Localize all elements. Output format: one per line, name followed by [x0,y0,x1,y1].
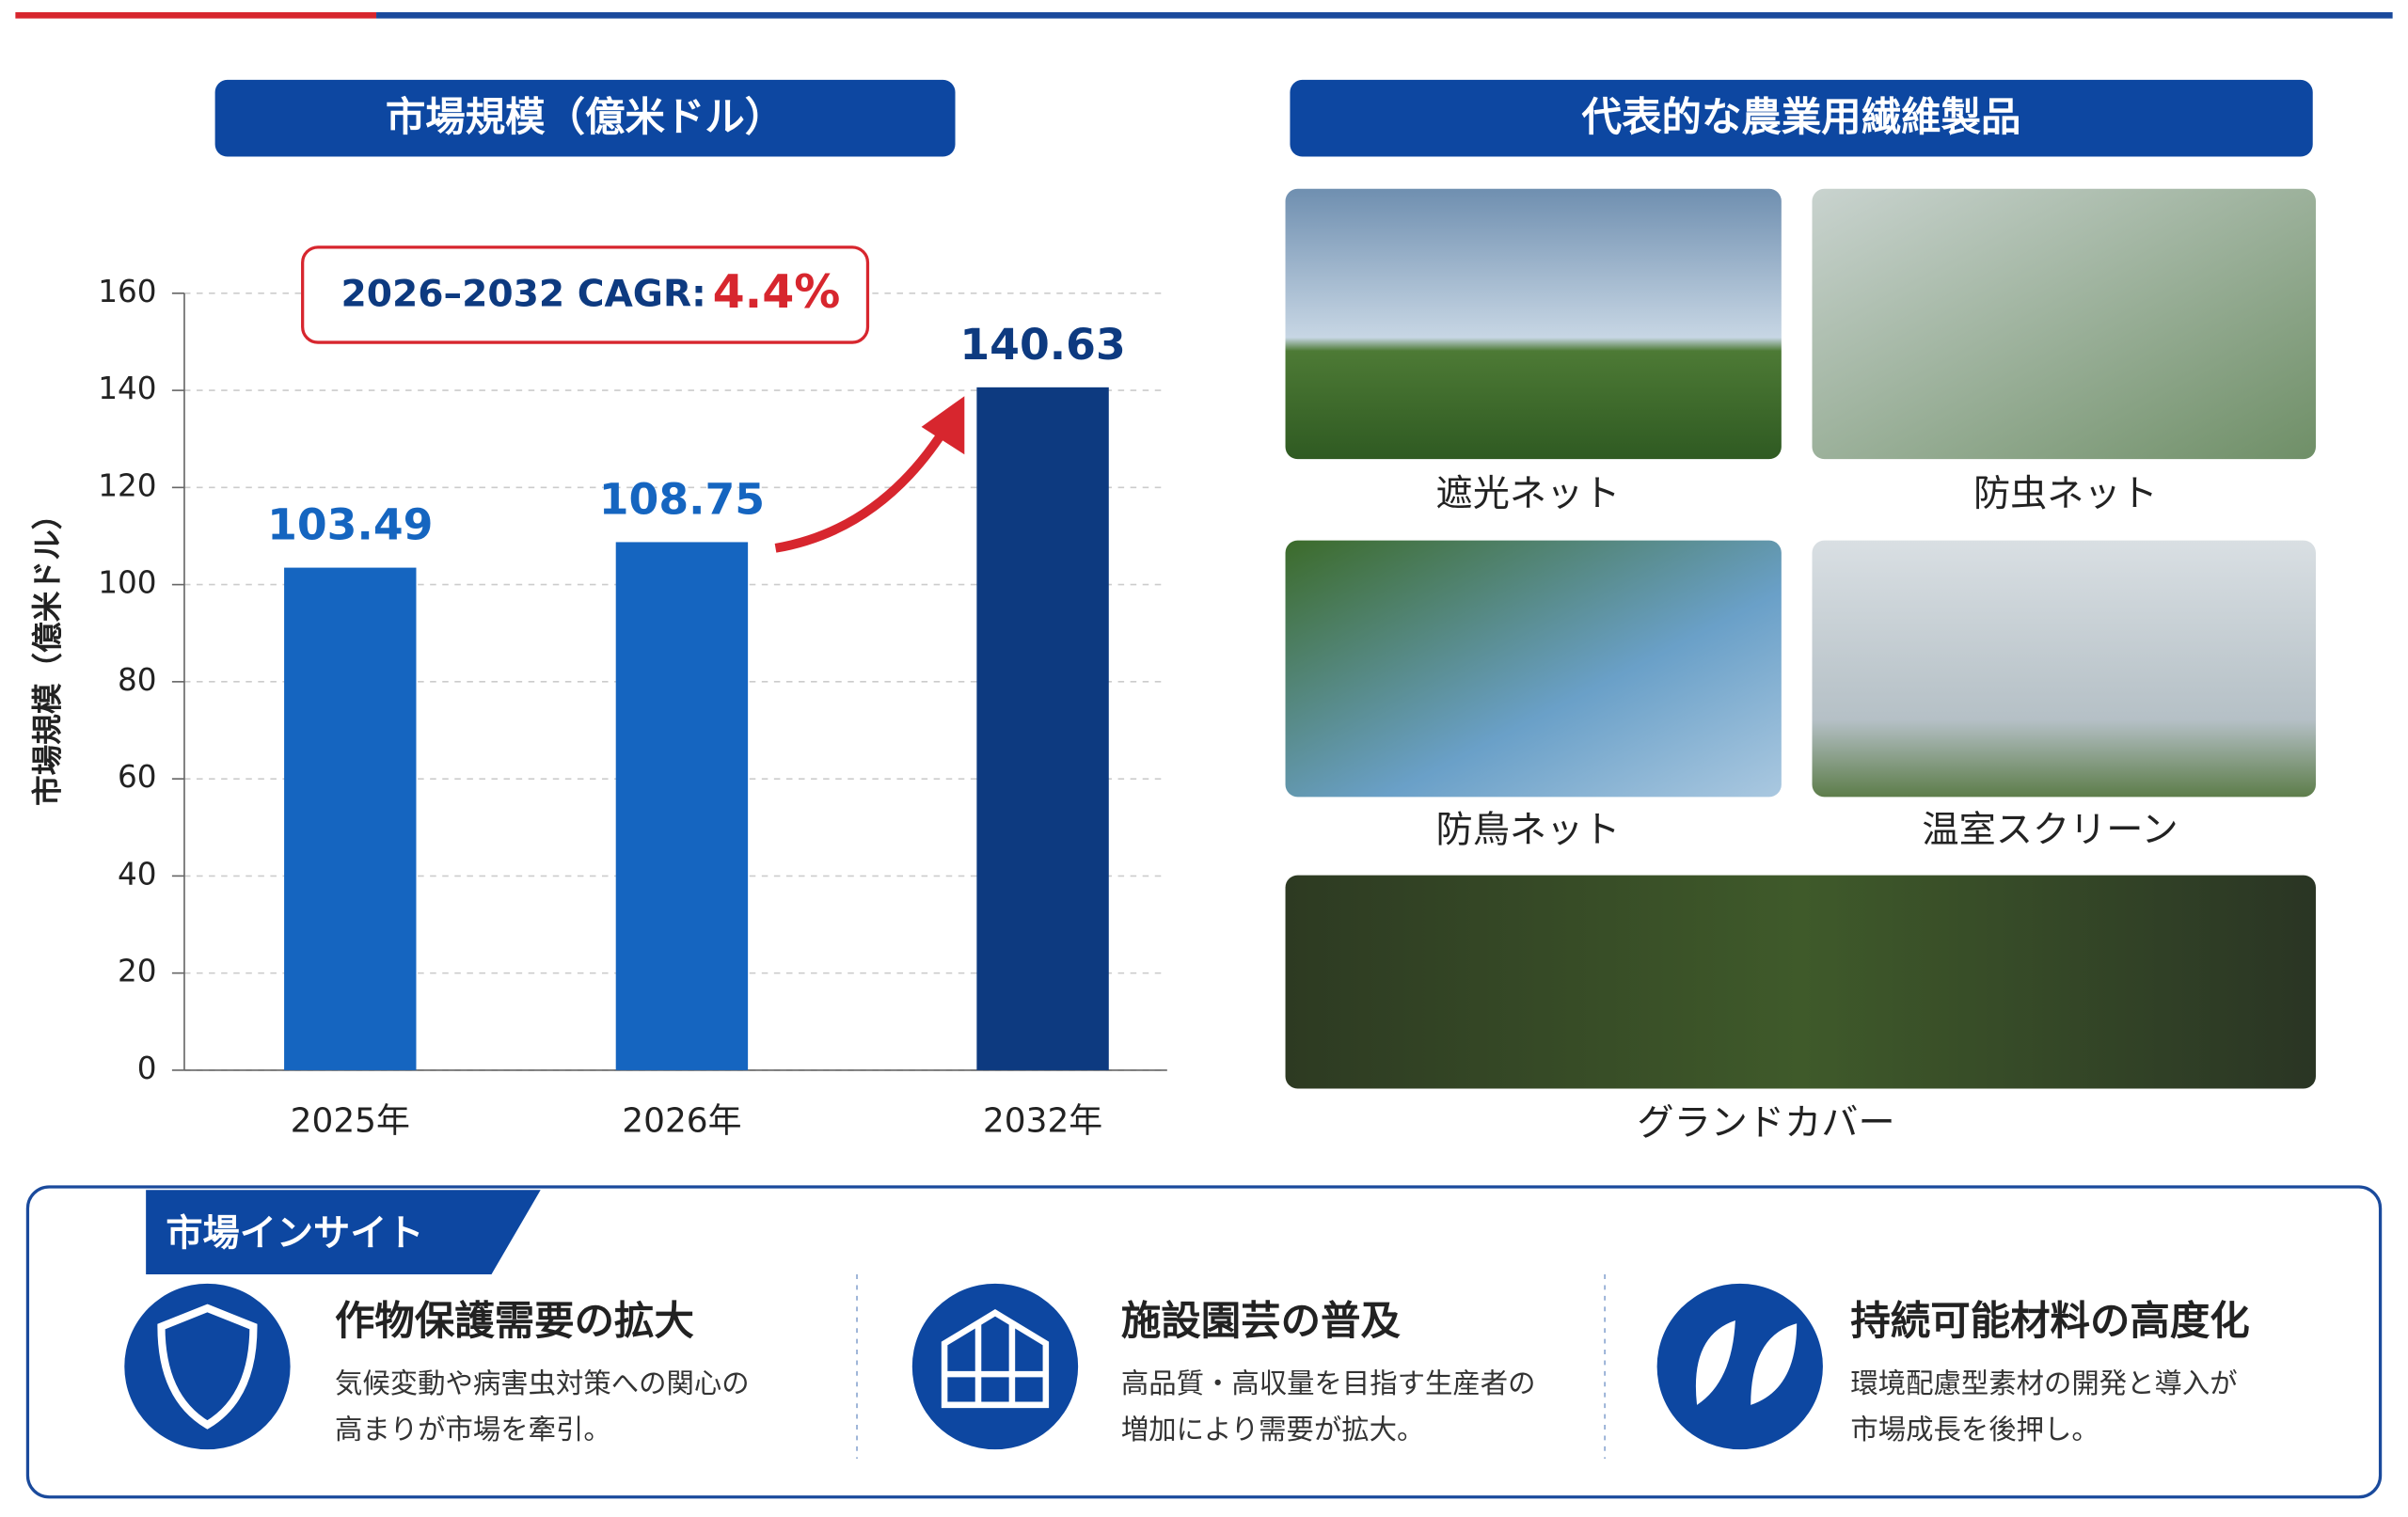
y-tick-label: 80 [118,662,157,698]
y-axis-label: 市場規模（億米ドル） [29,499,65,806]
cagr-value: 4.4% [713,265,841,319]
cagr-label: 2026–2032 CAGR: [341,274,705,316]
insight-title: 持続可能材料の高度化 [1850,1299,2249,1345]
products-header [1290,79,2313,157]
product-label: 遮光ネット [1436,473,1621,515]
bar [615,542,749,1070]
icon-shield-outline [157,1304,258,1430]
y-tick-label: 40 [118,856,157,892]
value-label: 140.63 [959,320,1125,370]
insight-title: 施設園芸の普及 [1121,1299,1402,1345]
insights-title: 市場インサイト [166,1213,423,1256]
y-tick-label: 160 [98,274,156,309]
y-tick-label: 100 [98,565,156,601]
insight-desc: 高品質・高収量を目指す生産者の [1121,1367,1536,1399]
product-label: グランドカバー [1637,1102,1894,1145]
y-tick-label: 140 [98,371,156,406]
y-tick-label: 60 [118,759,157,795]
insight-desc: 高まりが市場を牽引。 [335,1414,611,1446]
insight-desc: 増加により需要が拡大。 [1121,1414,1425,1446]
x-tick-label: 2032年 [983,1101,1102,1140]
photo [1285,188,1782,460]
products-title: 代表的な農業用繊維製品 [1581,95,2021,141]
product-label: 防虫ネット [1973,473,2158,515]
cagr-box [301,245,870,344]
y-tick-label: 20 [118,954,157,989]
photo [1285,540,1782,798]
insight-desc: 環境配慮型素材の開発と導入が [1850,1367,2237,1399]
x-tick-label: 2026年 [622,1101,741,1140]
chart-header [214,79,956,157]
y-tick-label: 0 [137,1051,157,1086]
icon-greenhouse [911,1283,1079,1450]
insight-title: 作物保護需要の拡大 [335,1299,694,1345]
icon-greenhouse-outline [941,1309,1050,1409]
product-label: 温室スクリーン [1922,809,2178,851]
insight-desc: 気候変動や病害虫対策への関心の [335,1367,750,1399]
x-tick-label: 2025年 [291,1101,410,1140]
bar-chart: 0 20 40 60 80 100 120 140 160 103.49 2025年 108.75 20… [98,274,1167,1140]
photo [1812,188,2316,460]
growth-arrowhead [921,396,965,455]
photo [1812,540,2316,798]
icon-leaf-shape [1695,1320,1798,1405]
insight-desc: 市場成長を後押し。 [1850,1414,2099,1446]
insights-tab [146,1190,541,1275]
value-label: 108.75 [599,474,765,524]
bar [284,567,417,1070]
y-tick-label: 120 [98,467,156,503]
icon-leaf [1656,1283,1823,1450]
product-label: 防鳥ネット [1436,809,1621,851]
chart-title: 市場規模（億米ドル） [386,95,784,141]
photo [1285,875,2316,1089]
growth-arrow [774,419,954,553]
value-label: 103.49 [267,500,433,550]
bar [976,387,1109,1070]
